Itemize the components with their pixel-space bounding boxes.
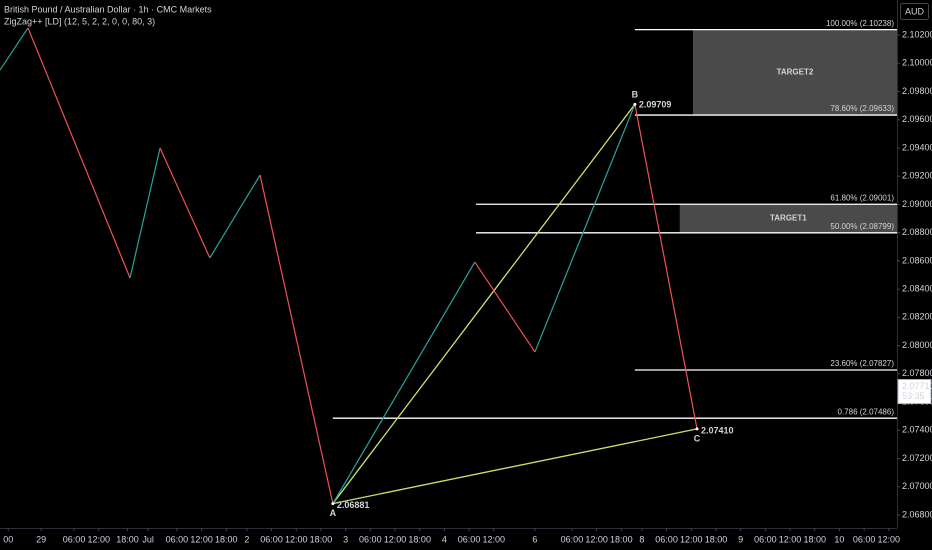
x-tick-label: 12:00 [878, 534, 901, 544]
y-tick-label: 2.09200 [902, 171, 932, 181]
x-tick-label: 12:00 [190, 534, 213, 544]
x-tick-label: 8 [639, 534, 644, 544]
y-tick-label: 2.07800 [902, 368, 932, 378]
x-tick-label: 06:00 [561, 534, 584, 544]
zigzag-segment [159, 147, 211, 259]
pivot-name: C [694, 433, 701, 443]
x-tick-label: 18:00 [408, 534, 431, 544]
y-tick-label: 2.10000 [902, 58, 932, 68]
zigzag-segment [332, 261, 476, 504]
fib-label: 0.786 (2.07486) [838, 407, 895, 416]
zigzag-segment [474, 261, 536, 353]
y-tick-label: 2.08000 [902, 340, 932, 350]
zigzag-segment [209, 174, 261, 259]
x-tick-label: 12:00 [779, 534, 802, 544]
x-tick-label: 06:00 [166, 534, 189, 544]
pivot-value: 2.06881 [337, 500, 370, 510]
target-label: TARGET2 [777, 67, 814, 76]
zigzag-segment [634, 104, 698, 430]
x-tick-label: 00 [3, 534, 13, 544]
zigzag-segment [534, 104, 636, 353]
countdown-label: 53:35 [902, 391, 925, 401]
fib-label: 61.80% (2.09001) [830, 193, 894, 202]
pivot-name: A [330, 508, 337, 518]
last-price-label: 2.07710 [902, 381, 932, 391]
x-tick-label: 29 [36, 534, 46, 544]
indicator-label: ZigZag++ [LD] (12, 5, 2, 2, 0, 0, 80, 3) [4, 16, 155, 26]
x-tick-label: 12:00 [482, 534, 505, 544]
y-tick-label: 2.09000 [902, 199, 932, 209]
x-tick-label: 3 [343, 534, 348, 544]
chart-title: British Pound / Australian Dollar · 1h ·… [4, 4, 212, 14]
x-tick-label: 12:00 [680, 534, 703, 544]
currency-label[interactable]: AUD [905, 6, 925, 16]
pivot-name: B [632, 90, 639, 100]
x-tick-label: 12:00 [285, 534, 308, 544]
x-tick-label: 06:00 [63, 534, 86, 544]
x-tick-label: 4 [442, 534, 447, 544]
y-tick-label: 2.07400 [902, 425, 932, 435]
pivot-value: 2.07410 [701, 425, 734, 435]
fib-label: 100.00% (2.10238) [826, 19, 894, 28]
target-zone [679, 204, 897, 233]
x-tick-label: 18:00 [803, 534, 826, 544]
x-tick-label: 06:00 [359, 534, 382, 544]
target-label: TARGET1 [770, 214, 807, 223]
x-tick-label: 12:00 [87, 534, 110, 544]
y-tick-label: 2.09600 [902, 114, 932, 124]
y-tick-label: 2.06800 [902, 509, 932, 519]
last-price-box [897, 379, 932, 405]
x-tick-label: 6 [532, 534, 537, 544]
x-tick-label: 06:00 [458, 534, 481, 544]
y-tick-label: 2.08800 [902, 227, 932, 237]
x-tick-label: 12:00 [384, 534, 407, 544]
x-tick-label: 06:00 [853, 534, 876, 544]
pattern-line [332, 103, 636, 504]
x-tick-label: 06:00 [655, 534, 678, 544]
x-tick-label: 10 [834, 534, 844, 544]
y-tick-label: 2.09400 [902, 142, 932, 152]
x-tick-label: 9 [738, 534, 743, 544]
y-tick-label: 2.10200 [902, 29, 932, 39]
x-tick-label: 12:00 [585, 534, 608, 544]
x-tick-label: 18:00 [310, 534, 333, 544]
x-tick-label: 06:00 [260, 534, 283, 544]
pivot-value: 2.09709 [639, 100, 672, 110]
x-tick-label: Jul [142, 534, 154, 544]
x-tick-label: 2 [244, 534, 249, 544]
y-tick-label: 2.08600 [902, 255, 932, 265]
y-tick-label: 2.08200 [902, 312, 932, 322]
fib-label: 23.60% (2.07827) [830, 359, 894, 368]
target-zone [692, 29, 897, 116]
currency-box[interactable] [900, 3, 929, 20]
pivot-point [331, 502, 335, 506]
zigzag-segment [259, 174, 334, 504]
fib-label: 78.60% (2.09633) [830, 104, 894, 113]
y-tick-label: 2.07000 [902, 481, 932, 491]
pivot-point [633, 102, 637, 106]
y-tick-label: 2.09800 [902, 86, 932, 96]
y-tick-label: 2.08400 [902, 284, 932, 294]
zigzag-segment [129, 147, 161, 279]
x-tick-label: 06:00 [754, 534, 777, 544]
x-tick-label: 18:00 [610, 534, 633, 544]
zigzag-segment [0, 27, 29, 71]
x-tick-label: 18:00 [116, 534, 139, 544]
pivot-point [695, 427, 699, 431]
x-tick-label: 18:00 [215, 534, 238, 544]
zigzag-segment [27, 27, 131, 279]
pattern-line [332, 428, 698, 505]
x-tick-label: 18:00 [705, 534, 728, 544]
fib-label: 50.00% (2.08799) [830, 222, 894, 231]
y-tick-label: 2.07200 [902, 453, 932, 463]
